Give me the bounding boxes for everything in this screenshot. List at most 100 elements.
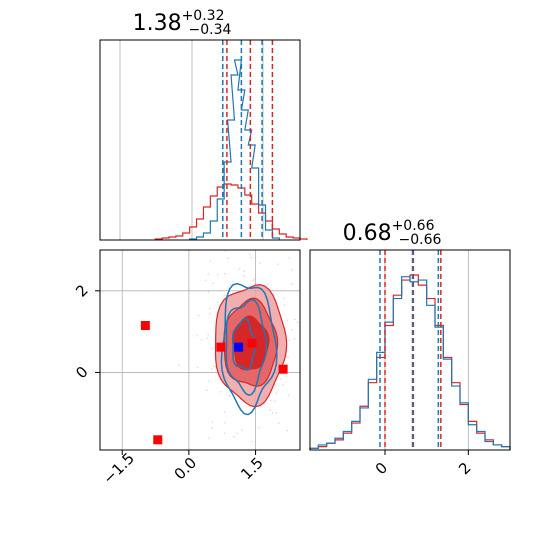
scatter-point — [236, 432, 238, 435]
tick-label: 2 — [455, 459, 474, 478]
hist-series-1 — [309, 276, 511, 450]
tick-label: −1.5 — [99, 449, 137, 487]
marker-square — [278, 364, 288, 374]
y-ticks-bottom-left: 02 — [72, 281, 100, 382]
quantile-lines-bottom-right — [379, 250, 442, 450]
scatter-point — [287, 394, 290, 397]
scatter-point — [145, 290, 147, 292]
scatter-point — [285, 355, 288, 358]
scatter-point — [214, 365, 216, 368]
marker-square — [153, 435, 163, 445]
marker-square — [234, 342, 244, 352]
grid-top-left — [119, 40, 264, 240]
scatter-point — [263, 403, 265, 405]
scatter-point — [285, 375, 288, 377]
panel-bottom-left: −1.5 0.0 1.5 02 — [72, 249, 301, 488]
scatter-point — [238, 268, 241, 270]
hist-series-0 — [154, 183, 308, 240]
tick-label: 0 — [72, 363, 91, 382]
scatter-point — [271, 412, 274, 415]
title-value: 1.38 — [133, 11, 182, 36]
scatter-point — [228, 394, 231, 397]
histograms-top-left — [154, 59, 308, 240]
contour-blue-level — [225, 298, 268, 397]
scatter-point — [216, 273, 219, 276]
scatter-point — [211, 421, 214, 423]
marker-square — [216, 342, 226, 352]
title-top-left: 1.38+0.32 −0.34 — [133, 8, 232, 38]
hist-series-1 — [189, 59, 280, 240]
scatter-point — [211, 367, 213, 370]
scatter-point — [196, 335, 199, 337]
scatter-point — [251, 440, 254, 443]
scatter-point — [216, 301, 219, 304]
scatter-point — [286, 319, 288, 322]
scatter-point — [250, 256, 253, 259]
scatter-point — [212, 282, 215, 284]
scatter-point — [257, 426, 260, 429]
title-sup: +0.66 — [392, 218, 435, 234]
scatter-point — [223, 411, 226, 414]
scatter-point — [224, 421, 226, 424]
title-value: 0.68 — [343, 221, 392, 246]
scatter-point — [223, 432, 226, 435]
scatter-point — [269, 408, 271, 411]
scatter-point — [288, 339, 291, 341]
scatter-point — [212, 364, 215, 367]
quantile-lines-top-left — [222, 40, 274, 240]
scatter-point — [219, 391, 222, 393]
scatter-point — [288, 256, 291, 259]
tick-label: 0.0 — [171, 454, 201, 484]
scatter-point — [211, 427, 213, 429]
scatter-point — [275, 412, 278, 414]
scatter-point — [188, 356, 190, 358]
x-ticks-bottom-left: −1.5 0.0 1.5 — [99, 449, 266, 487]
scatter-point — [286, 429, 288, 432]
title-sub: −0.34 — [188, 22, 231, 38]
scatter-point — [223, 294, 225, 297]
scatter-point — [277, 422, 280, 425]
scatter-point — [177, 364, 180, 366]
tick-label: 1.5 — [237, 454, 267, 484]
scatter-point — [227, 257, 229, 260]
scatter-point — [249, 253, 251, 255]
scatter-point — [229, 284, 232, 286]
scatter-point — [294, 318, 296, 321]
title-bottom-right: 0.68+0.66 −0.66 — [343, 218, 442, 248]
scatter-point — [209, 260, 212, 262]
scatter-point — [283, 304, 286, 306]
scatter-point — [207, 291, 210, 293]
tick-label: 2 — [72, 281, 91, 300]
histograms-bottom-right — [309, 274, 511, 450]
scatter-point — [209, 312, 212, 315]
contour-blue-level — [231, 317, 256, 371]
scatter-point — [208, 437, 210, 439]
scatter-point — [274, 384, 276, 386]
scatter-point — [277, 263, 279, 265]
scatter-point — [293, 337, 296, 340]
title-sup: +0.32 — [182, 8, 225, 24]
scatter-point — [296, 321, 299, 324]
scatter-point — [223, 272, 226, 275]
scatter-point — [243, 270, 246, 272]
scatter-point — [281, 383, 284, 386]
scatter-point — [291, 328, 294, 331]
scatter-point — [241, 428, 243, 431]
marker-square — [140, 321, 150, 331]
scatter-point — [291, 282, 294, 285]
scatter-point — [287, 356, 289, 358]
scatter-point — [206, 389, 208, 392]
scatter-point — [279, 378, 282, 380]
scatter-point — [208, 307, 211, 310]
scatter-point — [259, 262, 261, 265]
scatter-point — [233, 435, 235, 438]
scatter-point — [266, 283, 269, 285]
scatter-point — [206, 337, 208, 339]
title-sub: −0.66 — [398, 232, 441, 248]
scatter-point — [269, 399, 272, 402]
scatter-point — [200, 339, 203, 341]
scatter-point — [290, 269, 293, 271]
